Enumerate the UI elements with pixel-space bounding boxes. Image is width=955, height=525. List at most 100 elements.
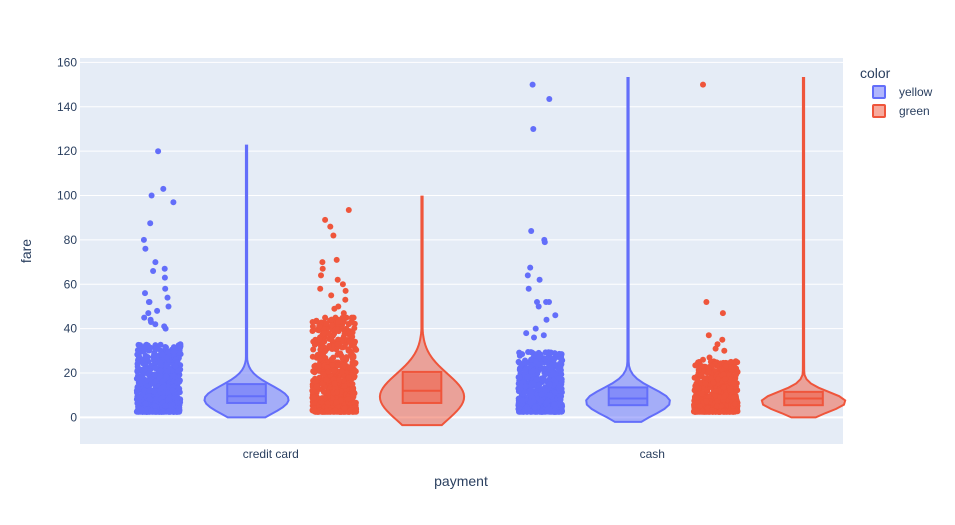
data-point	[335, 362, 341, 369]
data-point	[708, 375, 715, 382]
legend-swatch	[872, 85, 886, 99]
legend-label: green	[899, 104, 930, 118]
data-point	[352, 338, 358, 345]
data-point	[323, 376, 330, 383]
data-point	[328, 316, 335, 323]
data-point	[348, 314, 355, 321]
outlier-point	[322, 216, 329, 223]
data-point	[319, 408, 326, 415]
data-point	[320, 389, 327, 395]
data-point	[142, 400, 149, 407]
outlier-point	[155, 148, 162, 155]
data-point	[696, 403, 703, 409]
box-iqr	[607, 386, 649, 407]
data-point	[699, 408, 706, 415]
data-point	[309, 323, 316, 330]
outlier-point	[147, 220, 154, 227]
data-point	[727, 376, 734, 383]
box-iqr	[226, 383, 267, 404]
outlier-point	[703, 299, 710, 305]
data-point	[311, 407, 318, 414]
data-point	[337, 397, 344, 404]
outlier-point	[728, 358, 734, 365]
data-point	[169, 387, 176, 394]
data-point	[151, 388, 158, 395]
data-point	[135, 357, 141, 364]
data-point	[543, 399, 550, 406]
data-point	[345, 321, 352, 328]
outlier-point	[541, 239, 548, 246]
data-point	[733, 371, 739, 378]
data-point	[712, 388, 719, 394]
data-point	[164, 389, 171, 396]
outlier-point	[319, 265, 326, 272]
data-point	[336, 377, 343, 384]
data-point	[546, 381, 553, 388]
data-point	[698, 371, 705, 378]
data-point	[722, 363, 729, 369]
data-point	[350, 354, 357, 361]
y-tick-label: 120	[57, 144, 77, 158]
data-point	[345, 374, 352, 381]
data-point	[310, 346, 317, 353]
outlier-point	[328, 292, 335, 299]
outlier-point	[145, 310, 152, 317]
y-tick-label: 40	[64, 322, 78, 336]
data-point	[332, 407, 339, 414]
data-point	[556, 383, 563, 390]
data-point	[333, 399, 340, 406]
outlier-point	[327, 223, 334, 230]
data-point	[326, 342, 333, 349]
outlier-point	[530, 126, 537, 132]
y-tick-label: 20	[64, 366, 78, 380]
data-point	[558, 408, 565, 415]
data-point	[710, 379, 717, 386]
data-point	[176, 349, 183, 356]
data-point	[175, 367, 182, 374]
data-point	[151, 356, 157, 363]
data-point	[519, 397, 526, 404]
legend-item-yellow[interactable]: yellow	[872, 85, 933, 99]
outlier-point	[321, 330, 327, 337]
data-point	[350, 391, 357, 398]
outlier-point	[142, 245, 149, 252]
data-point	[136, 394, 143, 401]
data-point	[157, 367, 164, 374]
chart-marks	[133, 76, 847, 427]
data-point	[320, 371, 327, 378]
data-point	[151, 371, 158, 378]
violin-body	[203, 144, 290, 419]
data-point	[328, 356, 335, 363]
data-point	[163, 362, 170, 369]
data-point	[172, 363, 179, 370]
outlier-point	[543, 316, 550, 323]
outlier-point	[552, 312, 559, 319]
outlier-point	[546, 96, 553, 102]
y-tick-label: 160	[57, 55, 77, 69]
outlier-point	[527, 264, 534, 271]
legend-title: color	[860, 65, 891, 81]
outlier-point	[152, 259, 159, 266]
data-point	[335, 336, 342, 343]
data-point	[352, 408, 359, 415]
legend-item-green[interactable]: green	[872, 104, 930, 118]
violin-group-green	[690, 76, 847, 419]
data-point	[721, 393, 727, 400]
data-point	[156, 374, 163, 381]
data-point	[527, 349, 534, 356]
data-point	[727, 386, 734, 393]
data-point	[516, 374, 523, 381]
outlier-point	[150, 268, 157, 274]
outlier-point	[333, 256, 340, 263]
data-point	[174, 359, 181, 365]
data-point	[163, 373, 170, 379]
data-point	[522, 383, 529, 390]
data-point	[538, 408, 545, 415]
outlier-point	[319, 259, 326, 266]
data-point	[162, 402, 169, 409]
outlier-point	[531, 334, 537, 341]
data-point	[152, 364, 159, 371]
data-point	[170, 344, 177, 351]
data-point	[157, 341, 164, 348]
